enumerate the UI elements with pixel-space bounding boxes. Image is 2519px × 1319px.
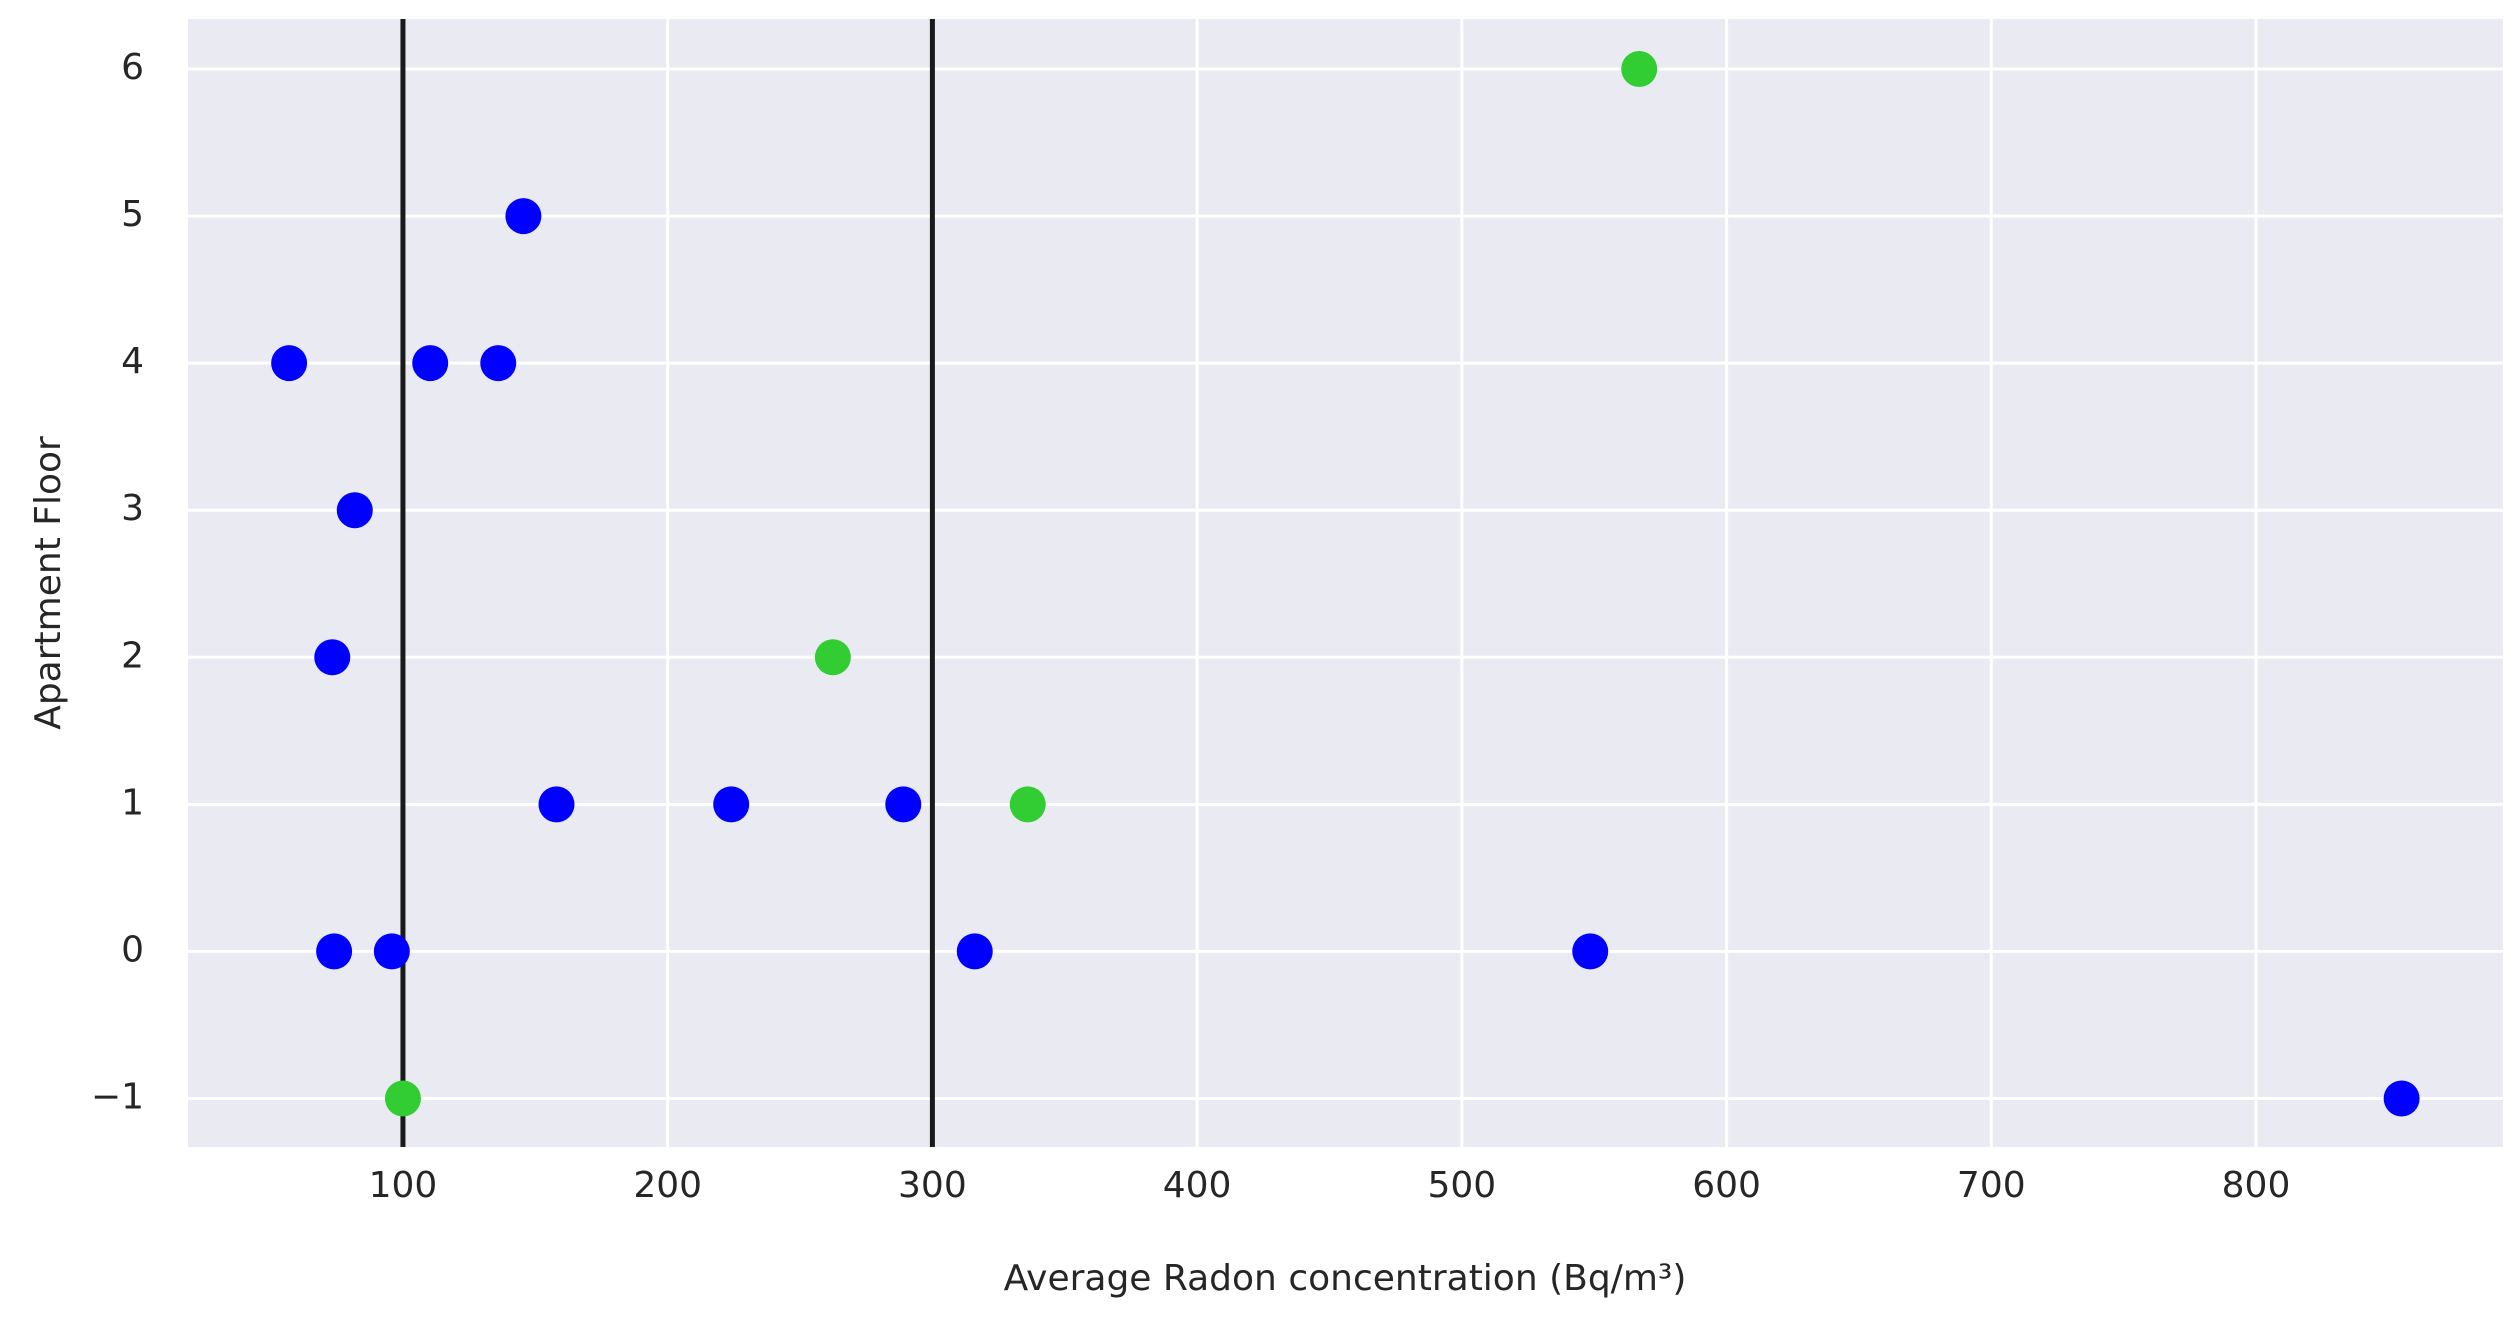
data-point <box>2383 1080 2420 1117</box>
y-tick-label: 5 <box>121 194 144 235</box>
data-point <box>412 345 449 382</box>
data-point <box>956 933 993 970</box>
data-point <box>1621 51 1658 88</box>
data-point <box>505 198 542 235</box>
data-point <box>713 786 750 823</box>
x-tick-label: 700 <box>1957 1165 2026 1206</box>
y-tick-label: 3 <box>121 488 144 529</box>
y-tick-label: 0 <box>121 929 144 970</box>
x-tick-label: 400 <box>1163 1165 1232 1206</box>
data-point <box>384 1080 421 1117</box>
data-point <box>885 786 922 823</box>
data-point <box>814 639 851 676</box>
y-tick-label: 6 <box>121 47 144 88</box>
y-tick-label: 1 <box>121 782 144 823</box>
plot-background <box>188 19 2503 1147</box>
x-tick-label: 800 <box>2222 1165 2291 1206</box>
x-tick-label: 600 <box>1692 1165 1761 1206</box>
x-axis-label: Average Radon concentration (Bq/m³) <box>1004 1258 1687 1299</box>
x-tick-label: 200 <box>633 1165 702 1206</box>
y-tick-label: 2 <box>121 635 144 676</box>
data-point <box>373 933 410 970</box>
y-tick-label: −1 <box>91 1076 144 1117</box>
data-point <box>480 345 517 382</box>
y-axis-label: Apartment Floor <box>28 436 69 730</box>
data-point <box>1572 933 1609 970</box>
data-point <box>271 345 308 382</box>
data-point <box>538 786 575 823</box>
data-point <box>1009 786 1046 823</box>
x-tick-label: 500 <box>1427 1165 1496 1206</box>
data-point <box>336 492 373 529</box>
x-tick-label: 300 <box>898 1165 967 1206</box>
x-tick-label: 100 <box>369 1165 438 1206</box>
y-tick-label: 4 <box>121 341 144 382</box>
data-point <box>314 639 351 676</box>
data-point <box>316 933 353 970</box>
